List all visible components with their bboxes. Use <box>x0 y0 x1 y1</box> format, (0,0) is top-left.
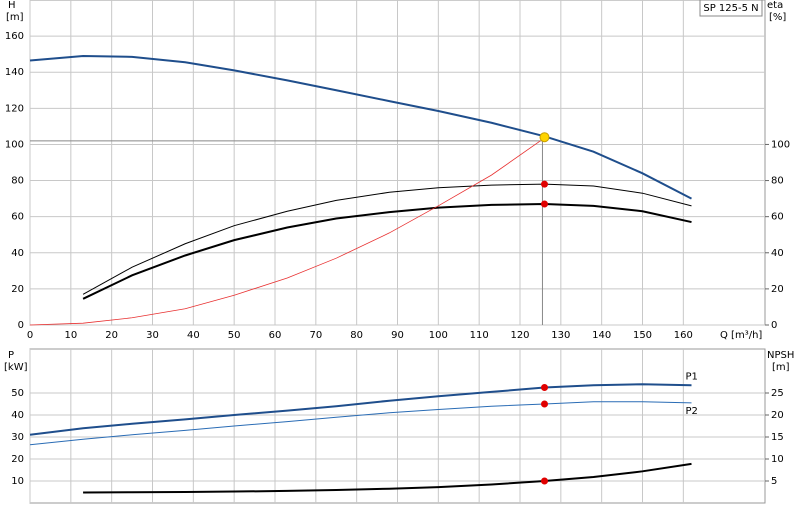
curve <box>29 140 541 326</box>
y-tick-label: 120 <box>5 103 24 114</box>
y-tick-label: 40 <box>11 248 24 259</box>
y2-tick-label: 20 <box>771 284 784 295</box>
y-tick-label: 0 <box>18 320 24 331</box>
chart-title: SP 125-5 N <box>703 3 758 14</box>
y2-tick-label: 0 <box>771 320 777 331</box>
y-label: H <box>8 0 16 11</box>
y-tick-label: 80 <box>11 176 24 187</box>
y-tick-label: 30 <box>11 432 24 443</box>
x-tick-label: 140 <box>592 330 611 341</box>
y2-tick-label: 15 <box>771 432 784 443</box>
x-tick-label: 130 <box>551 330 570 341</box>
title-box <box>699 0 763 17</box>
curve <box>83 462 692 494</box>
x-tick-label: 50 <box>228 330 241 341</box>
x-tick-label: 70 <box>309 330 322 341</box>
y-tick-label: 50 <box>11 388 24 399</box>
x-tick-label: 30 <box>146 330 159 341</box>
y2-label: NPSH <box>767 350 794 361</box>
y-tick-label: 20 <box>11 284 24 295</box>
y-unit: [m] <box>6 12 24 23</box>
y2-tick-label: 80 <box>771 176 784 187</box>
y2-tick-label: 10 <box>771 454 784 465</box>
series-label: P1 <box>686 371 698 382</box>
x-tick-label: 150 <box>633 330 652 341</box>
duty-marker <box>541 200 548 208</box>
x-tick-label: 80 <box>350 330 363 341</box>
x-tick-label: 100 <box>429 330 448 341</box>
y-tick-label: 10 <box>11 476 24 487</box>
y2-tick-label: 40 <box>771 248 784 259</box>
y2-tick-label: 60 <box>771 212 784 223</box>
curve <box>82 183 692 295</box>
duty-marker <box>539 132 550 143</box>
y-tick-label: 60 <box>11 212 24 223</box>
x-tick-label: 120 <box>510 330 529 341</box>
y-tick-label: 40 <box>11 410 24 421</box>
y2-tick-label: 100 <box>771 139 790 150</box>
y-tick-label: 100 <box>5 139 24 150</box>
x-tick-label: 10 <box>64 330 77 341</box>
x-tick-label: 40 <box>187 330 200 341</box>
y2-unit: [m] <box>772 362 790 373</box>
x-tick-label: 20 <box>105 330 118 341</box>
y-tick-label: 160 <box>5 31 24 42</box>
curve <box>29 383 692 436</box>
y2-label: eta <box>767 0 783 11</box>
curve <box>82 203 692 300</box>
y-label: P <box>8 350 14 361</box>
x-label: Q [m³/h] <box>720 330 762 341</box>
curve <box>29 54 692 200</box>
y-tick-label: 140 <box>5 67 24 78</box>
y2-unit: [%] <box>769 12 786 23</box>
x-tick-label: 90 <box>391 330 404 341</box>
x-tick-label: 110 <box>470 330 489 341</box>
curve <box>29 401 692 446</box>
y-unit: [kW] <box>4 362 28 373</box>
duty-marker <box>541 477 548 485</box>
y2-tick-label: 5 <box>771 476 777 487</box>
y-tick-label: 20 <box>11 454 24 465</box>
y2-tick-label: 25 <box>771 388 784 399</box>
y2-tick-label: 20 <box>771 410 784 421</box>
x-tick-label: 60 <box>269 330 282 341</box>
series-label: P2 <box>686 406 698 417</box>
x-tick-label: 0 <box>27 330 33 341</box>
x-tick-label: 160 <box>674 330 693 341</box>
duty-marker <box>541 384 548 391</box>
duty-marker <box>541 400 548 408</box>
duty-marker <box>541 180 548 188</box>
